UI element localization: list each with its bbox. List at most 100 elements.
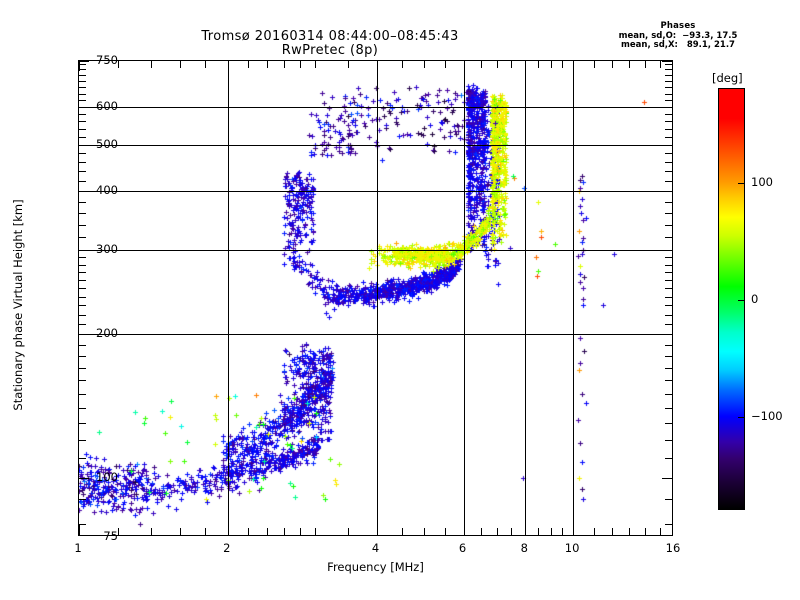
y-tick-minor bbox=[79, 81, 86, 83]
x-tick-label: 16 bbox=[665, 541, 681, 555]
x-axis-title: Frequency [MHz] bbox=[327, 560, 424, 574]
y-tick-minor bbox=[79, 356, 86, 357]
y-tick-minor bbox=[665, 423, 672, 425]
y-tick-minor bbox=[79, 224, 86, 226]
x-tick-minor bbox=[314, 61, 316, 68]
gridline-vertical bbox=[573, 61, 575, 535]
x-tick-minor bbox=[179, 61, 181, 68]
x-tick-minor bbox=[205, 528, 207, 535]
x-tick-minor bbox=[612, 528, 614, 535]
gridline-horizontal bbox=[79, 190, 672, 192]
gridline-horizontal bbox=[79, 334, 672, 336]
y-tick-minor bbox=[665, 264, 672, 266]
gridline-vertical bbox=[525, 61, 527, 535]
x-tick-major bbox=[376, 61, 378, 71]
y-tick-minor bbox=[79, 305, 86, 307]
y-tick-minor bbox=[665, 280, 672, 281]
y-tick-minor bbox=[665, 114, 672, 116]
x-tick-minor bbox=[480, 528, 482, 535]
y-tick-minor bbox=[79, 408, 86, 409]
colorbar-tick-label: 100 bbox=[751, 174, 773, 189]
gridline-horizontal bbox=[79, 144, 672, 146]
y-tick-minor bbox=[665, 457, 672, 459]
x-tick-minor bbox=[562, 528, 564, 535]
x-tick-minor bbox=[347, 528, 349, 535]
y-tick-minor bbox=[79, 288, 86, 290]
y-tick-major bbox=[79, 107, 89, 109]
y-tick-minor bbox=[665, 367, 672, 369]
y-tick-label: 300 bbox=[96, 242, 118, 257]
x-tick-major bbox=[573, 61, 575, 71]
gridline-horizontal bbox=[79, 250, 672, 252]
y-tick-minor bbox=[665, 296, 672, 298]
y-tick-minor bbox=[665, 87, 672, 89]
y-tick-major bbox=[662, 190, 672, 192]
y-tick-minor bbox=[665, 153, 672, 155]
y-tick-major bbox=[662, 61, 672, 62]
colorbar-tick bbox=[738, 300, 744, 301]
y-tick-minor bbox=[665, 212, 672, 214]
x-tick-minor bbox=[480, 61, 482, 68]
y-tick-label: 100 bbox=[96, 469, 118, 484]
x-tick-minor bbox=[660, 61, 662, 68]
y-tick-minor bbox=[665, 81, 672, 83]
y-tick-minor bbox=[79, 100, 86, 102]
x-tick-minor bbox=[248, 61, 250, 68]
x-tick-minor bbox=[511, 61, 513, 68]
x-tick-minor bbox=[593, 61, 595, 68]
x-tick-major bbox=[227, 61, 229, 71]
phase-stats-annotation: Phases mean, sd,O: −93.3, 17.5 mean, sd,… bbox=[578, 21, 778, 51]
x-tick-minor bbox=[645, 528, 647, 535]
x-tick-major bbox=[525, 61, 527, 71]
y-tick-minor bbox=[79, 201, 86, 203]
x-tick-major bbox=[79, 525, 80, 535]
scatter-points-layer bbox=[79, 61, 672, 535]
x-tick-minor bbox=[562, 61, 564, 68]
y-tick-minor bbox=[665, 523, 672, 525]
x-tick-minor bbox=[118, 61, 120, 68]
x-tick-minor bbox=[266, 61, 268, 68]
y-tick-minor bbox=[79, 237, 86, 239]
x-tick-minor bbox=[205, 61, 207, 68]
colorbar-tick-label: 0 bbox=[751, 292, 759, 306]
y-tick-major bbox=[79, 250, 89, 252]
y-tick-minor bbox=[79, 180, 86, 182]
x-tick-minor bbox=[424, 61, 426, 68]
y-tick-minor bbox=[79, 344, 86, 346]
y-tick-minor bbox=[79, 280, 86, 281]
y-tick-minor bbox=[79, 423, 86, 425]
y-tick-minor bbox=[79, 162, 86, 164]
y-tick-minor bbox=[79, 153, 86, 155]
y-tick-minor bbox=[665, 237, 672, 239]
x-tick-label: 4 bbox=[371, 541, 380, 555]
y-tick-minor bbox=[665, 162, 672, 164]
y-tick-major bbox=[662, 250, 672, 252]
plot-clip bbox=[79, 61, 672, 535]
x-tick-minor bbox=[444, 61, 446, 68]
y-tick-minor bbox=[665, 257, 672, 259]
x-tick-minor bbox=[629, 61, 631, 68]
x-tick-major bbox=[525, 525, 527, 535]
x-tick-minor bbox=[538, 528, 540, 535]
y-tick-minor bbox=[79, 314, 86, 316]
figure-subtitle: RwPretec (8p) bbox=[281, 43, 379, 58]
y-tick-major bbox=[662, 477, 672, 479]
phase-stats-heading: Phases bbox=[660, 21, 696, 31]
y-tick-major bbox=[662, 144, 672, 146]
y-tick-minor bbox=[79, 523, 86, 525]
x-tick-minor bbox=[645, 61, 647, 68]
gridline-horizontal bbox=[79, 107, 672, 109]
y-tick-minor bbox=[665, 314, 672, 316]
x-tick-label: 6 bbox=[458, 541, 467, 555]
x-tick-minor bbox=[496, 528, 498, 535]
y-tick-minor bbox=[665, 136, 672, 138]
gridline-vertical bbox=[463, 61, 465, 535]
y-tick-minor bbox=[665, 224, 672, 226]
x-tick-minor bbox=[347, 61, 349, 68]
x-tick-major bbox=[376, 525, 378, 535]
figure-title-line1: Tromsø 20160314 08:44:00–08:45:43 bbox=[201, 29, 459, 44]
x-tick-label: 8 bbox=[520, 541, 528, 555]
gridline-vertical bbox=[376, 61, 378, 535]
y-tick-label: 75 bbox=[103, 529, 118, 543]
y-tick-label: 750 bbox=[96, 53, 118, 67]
